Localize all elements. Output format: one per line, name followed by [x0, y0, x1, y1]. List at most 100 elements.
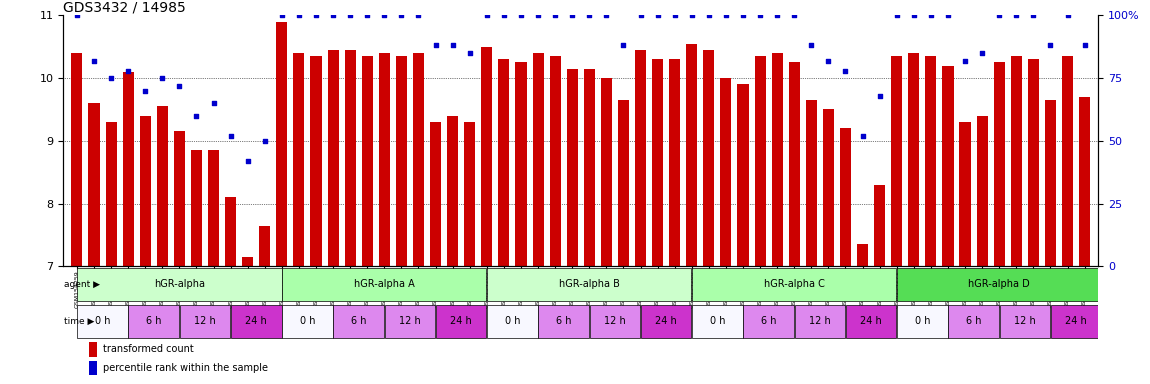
Bar: [71, 53, 83, 266]
Bar: [106, 122, 116, 266]
Bar: [772, 53, 783, 266]
Text: hGR-alpha D: hGR-alpha D: [968, 279, 1030, 289]
Bar: [789, 63, 799, 266]
Text: 6 h: 6 h: [966, 316, 981, 326]
Point: [324, 12, 343, 18]
Bar: [282, 268, 486, 301]
Text: 0 h: 0 h: [914, 316, 930, 326]
Bar: [123, 72, 133, 266]
Point: [1075, 42, 1094, 48]
Point: [785, 12, 804, 18]
Bar: [282, 305, 332, 338]
Point: [546, 12, 565, 18]
Text: 24 h: 24 h: [451, 316, 471, 326]
Bar: [840, 128, 851, 266]
Bar: [550, 56, 561, 266]
Point: [85, 58, 104, 64]
Bar: [430, 122, 442, 266]
Text: GDS3432 / 14985: GDS3432 / 14985: [63, 0, 186, 14]
Point: [836, 68, 854, 74]
Point: [631, 12, 650, 18]
Point: [444, 42, 462, 48]
Bar: [498, 59, 509, 266]
Bar: [823, 109, 834, 266]
Point: [205, 100, 223, 106]
Bar: [795, 305, 845, 338]
Point: [68, 12, 86, 18]
Bar: [174, 131, 185, 266]
Point: [1025, 12, 1043, 18]
Text: 12 h: 12 h: [604, 316, 626, 326]
Bar: [942, 66, 953, 266]
Bar: [1028, 59, 1038, 266]
Point: [990, 12, 1009, 18]
Bar: [488, 268, 691, 301]
Text: 6 h: 6 h: [146, 316, 161, 326]
Bar: [179, 305, 230, 338]
Text: 12 h: 12 h: [399, 316, 421, 326]
Point: [819, 58, 837, 64]
Bar: [310, 56, 322, 266]
Point: [494, 12, 513, 18]
Bar: [1051, 305, 1102, 338]
Bar: [994, 63, 1005, 266]
Bar: [692, 268, 896, 301]
Bar: [328, 50, 338, 266]
Bar: [908, 53, 919, 266]
Point: [973, 50, 991, 56]
Point: [699, 12, 718, 18]
Bar: [334, 305, 384, 338]
Bar: [857, 244, 868, 266]
Point: [768, 12, 787, 18]
Bar: [806, 100, 816, 266]
Bar: [669, 59, 681, 266]
Text: 24 h: 24 h: [656, 316, 677, 326]
Bar: [362, 56, 373, 266]
Point: [1041, 42, 1059, 48]
Bar: [959, 122, 971, 266]
Text: hGR-alpha: hGR-alpha: [154, 279, 205, 289]
Bar: [191, 150, 202, 266]
Point: [716, 12, 735, 18]
Point: [802, 42, 820, 48]
Bar: [949, 305, 999, 338]
Bar: [139, 116, 151, 266]
Point: [222, 133, 240, 139]
Point: [734, 12, 752, 18]
Bar: [891, 56, 903, 266]
Bar: [618, 100, 629, 266]
Point: [529, 12, 547, 18]
Bar: [687, 44, 697, 266]
Point: [888, 12, 906, 18]
Bar: [652, 59, 664, 266]
Bar: [385, 305, 435, 338]
Bar: [129, 305, 179, 338]
Bar: [704, 50, 714, 266]
Bar: [436, 305, 486, 338]
Text: transformed count: transformed count: [102, 344, 193, 354]
Point: [153, 75, 171, 81]
Bar: [897, 268, 1102, 301]
Text: 24 h: 24 h: [860, 316, 882, 326]
Point: [375, 12, 393, 18]
Bar: [754, 56, 766, 266]
Bar: [243, 257, 253, 266]
Bar: [532, 53, 544, 266]
Bar: [90, 343, 98, 357]
Bar: [590, 305, 641, 338]
Bar: [874, 185, 886, 266]
Text: 6 h: 6 h: [761, 316, 776, 326]
Bar: [225, 197, 236, 266]
Point: [460, 50, 478, 56]
Bar: [692, 305, 743, 338]
Bar: [1061, 56, 1073, 266]
Text: 0 h: 0 h: [505, 316, 520, 326]
Text: 6 h: 6 h: [555, 316, 572, 326]
Point: [512, 12, 530, 18]
Point: [136, 88, 154, 94]
Point: [1058, 12, 1076, 18]
Text: hGR-alpha B: hGR-alpha B: [559, 279, 620, 289]
Point: [307, 12, 325, 18]
Point: [649, 12, 667, 18]
Point: [409, 12, 428, 18]
